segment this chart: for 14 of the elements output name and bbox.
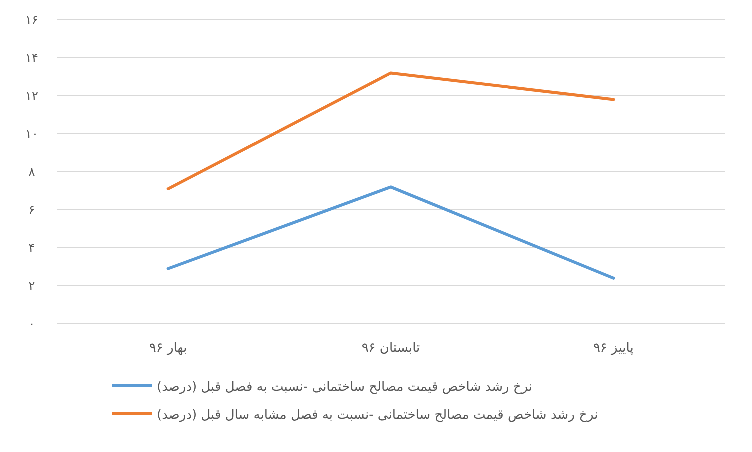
y-tick-label: ۱۶ <box>26 13 38 27</box>
y-tick-label: ۲ <box>28 279 36 293</box>
legend-label: نرخ رشد شاخص قیمت مصالح ساختمانی -نسبت به فصل قبل (درصد) <box>157 380 533 395</box>
x-tick-label: پاییز ۹۶ <box>593 341 634 356</box>
x-tick-label: تابستان ۹۶ <box>362 341 421 356</box>
y-tick-label: ۰ <box>28 317 36 331</box>
y-tick-label: ۴ <box>28 241 36 255</box>
y-tick-label: ۶ <box>28 203 36 217</box>
legend-label: نرخ رشد شاخص قیمت مصالح ساختمانی -نسبت به فصل مشابه سال قبل (درصد) <box>157 408 598 423</box>
x-tick-label: بهار ۹۶ <box>149 341 188 356</box>
y-tick-label: ۱۲ <box>26 89 38 103</box>
y-tick-label: ۱۰ <box>26 127 38 141</box>
y-tick-label: ۱۴ <box>26 51 38 65</box>
y-tick-label: ۸ <box>28 165 36 179</box>
